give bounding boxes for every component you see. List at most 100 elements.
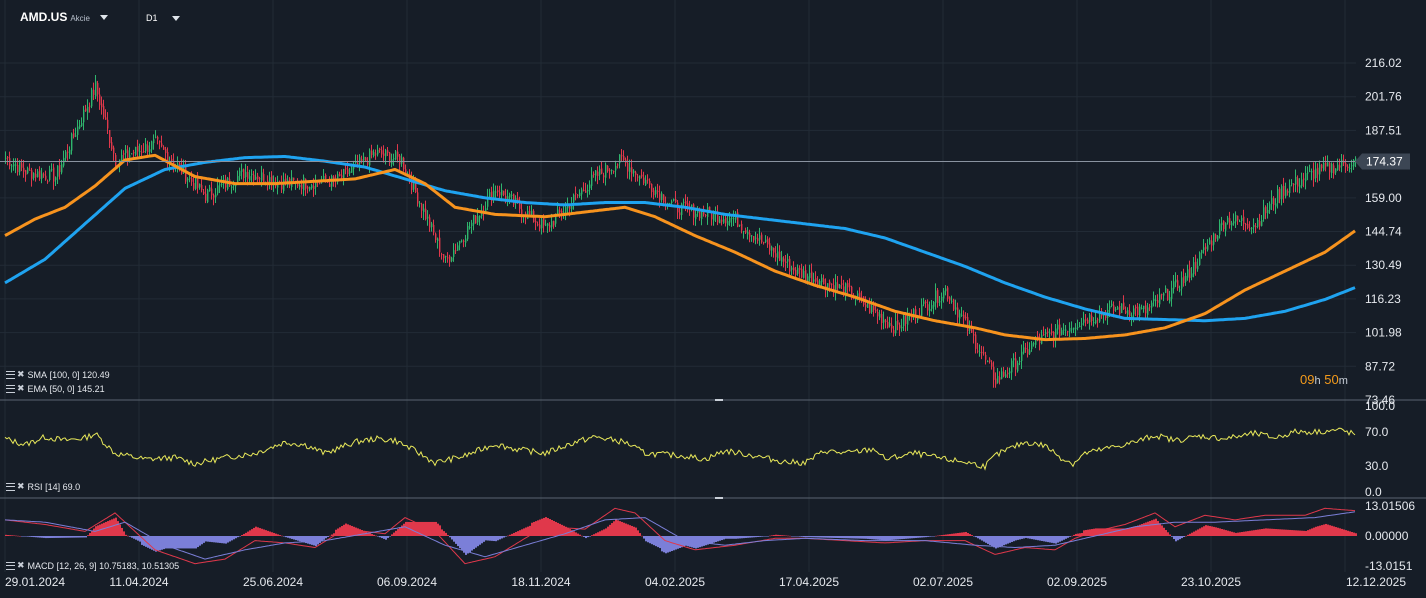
candle-body	[103, 106, 105, 118]
macd-tick-label: -13.0151	[1365, 559, 1413, 573]
candle-body	[543, 218, 545, 226]
pane-resize-handle[interactable]	[715, 497, 723, 499]
macd-bar	[195, 536, 197, 549]
candle-body	[1021, 351, 1023, 361]
macd-bar	[375, 535, 377, 537]
macd-bar	[21, 536, 23, 537]
macd-bar	[753, 536, 755, 538]
close-icon[interactable]: ✖	[17, 369, 25, 379]
candle-body	[59, 164, 61, 172]
macd-bar	[221, 536, 223, 544]
candle-body	[627, 162, 629, 172]
macd-bar	[1085, 530, 1087, 536]
macd-bar	[419, 521, 421, 536]
macd-bar	[287, 536, 289, 538]
candle-body	[1283, 185, 1285, 196]
candle-body	[1191, 273, 1193, 277]
macd-bar	[823, 536, 825, 538]
macd-bar	[1113, 528, 1115, 536]
candle-body	[563, 212, 565, 214]
macd-bar	[917, 536, 919, 538]
macd-bar	[683, 536, 685, 547]
candle-body	[323, 176, 325, 180]
candle-body	[1087, 319, 1089, 324]
candle-body	[579, 192, 581, 197]
macd-bar	[1187, 534, 1189, 536]
chevron-down-icon[interactable]	[99, 14, 108, 20]
macd-bar	[791, 536, 793, 537]
candle-body	[95, 81, 97, 97]
candle-body	[67, 151, 69, 153]
macd-bar	[117, 521, 119, 536]
candle-body	[947, 287, 949, 299]
macd-bar	[615, 519, 617, 536]
candle-body	[435, 233, 437, 241]
macd-bar	[893, 536, 895, 540]
macd-bar	[627, 524, 629, 536]
symbol-selector[interactable]: AMD.US Akcie	[20, 10, 108, 24]
macd-bar	[473, 536, 475, 550]
candle-body	[651, 184, 653, 193]
macd-bar	[553, 520, 555, 536]
candle-body	[779, 251, 781, 261]
candle-body	[351, 167, 353, 173]
macd-bar	[333, 533, 335, 536]
candle-body	[789, 258, 791, 272]
candle-body	[139, 150, 141, 153]
macd-bar	[1151, 520, 1153, 536]
candle-body	[251, 173, 253, 176]
macd-bar	[1183, 536, 1185, 537]
macd-bar	[121, 527, 123, 536]
settings-icon[interactable]	[6, 482, 15, 491]
macd-bar	[1263, 528, 1265, 536]
candle-body	[1277, 189, 1279, 203]
macd-bar	[343, 524, 345, 536]
candle-body	[93, 89, 95, 95]
close-icon[interactable]: ✖	[17, 481, 25, 491]
candle-body	[107, 119, 109, 129]
macd-bar	[535, 521, 537, 536]
candle-body	[459, 240, 461, 244]
candle-body	[755, 237, 757, 239]
macd-bar	[33, 536, 35, 538]
candle-body	[1125, 310, 1127, 314]
settings-icon[interactable]	[6, 384, 15, 393]
candle-body	[887, 321, 889, 328]
macd-bar	[1007, 536, 1009, 544]
macd-bar	[1047, 536, 1049, 543]
close-icon[interactable]: ✖	[17, 560, 25, 570]
current-price-tag	[1355, 153, 1410, 170]
macd-bar	[469, 536, 471, 552]
candle-body	[1183, 276, 1185, 283]
candle-body	[507, 196, 509, 200]
candle-body	[249, 176, 251, 181]
macd-bar	[349, 525, 351, 536]
settings-icon[interactable]	[6, 561, 15, 570]
macd-bar	[1293, 530, 1295, 536]
pane-resize-handle[interactable]	[715, 399, 723, 401]
macd-bar	[101, 523, 103, 536]
chevron-down-icon[interactable]	[171, 15, 180, 21]
candle-body	[157, 136, 159, 140]
candle-body	[463, 240, 465, 242]
macd-bar	[1259, 529, 1261, 536]
macd-bar	[31, 536, 33, 537]
macd-bar	[1271, 528, 1273, 536]
candle-body	[575, 193, 577, 195]
macd-bar	[625, 523, 627, 536]
macd-bar	[309, 536, 311, 545]
candle-body	[975, 334, 977, 349]
candle-body	[963, 314, 965, 319]
macd-bar	[467, 536, 469, 554]
settings-icon[interactable]	[6, 370, 15, 379]
y-tick-label: 116.23	[1365, 292, 1401, 306]
timeframe-selector[interactable]: D1	[146, 13, 180, 23]
macd-bar	[567, 527, 569, 536]
candle-body	[925, 301, 927, 303]
close-icon[interactable]: ✖	[17, 383, 25, 393]
candle-body	[567, 204, 569, 209]
candle-body	[1025, 348, 1027, 350]
candle-body	[115, 154, 117, 166]
macd-bar	[737, 536, 739, 539]
